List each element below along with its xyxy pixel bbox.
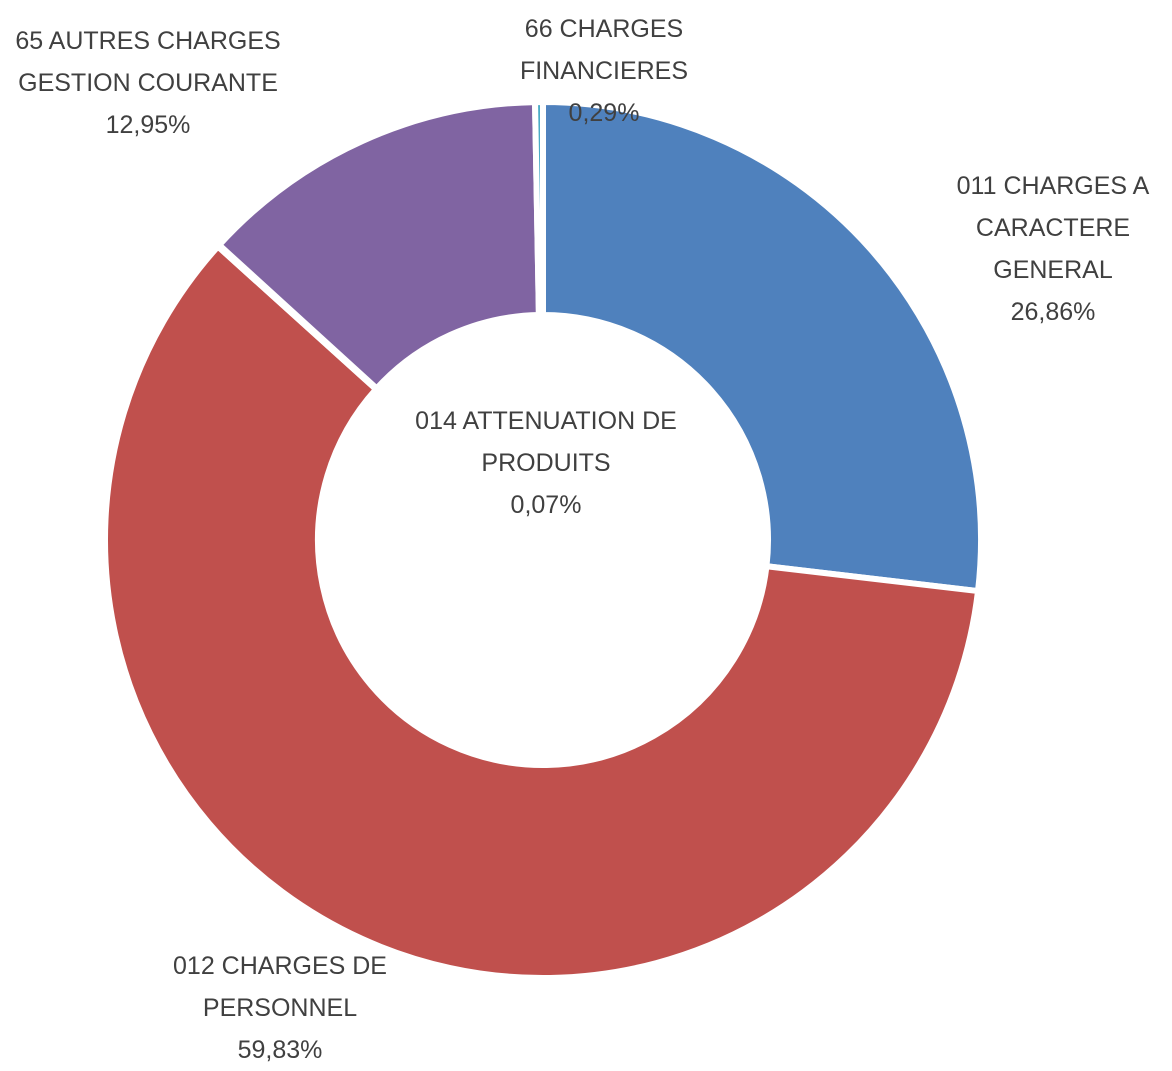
data-label: 014 ATTENUATION DE PRODUITS 0,07%: [396, 400, 696, 526]
data-label: 65 AUTRES CHARGES GESTION COURANTE 12,95%: [3, 20, 293, 146]
value-label: 0,07%: [510, 491, 582, 519]
value-label: 0,29%: [568, 99, 640, 127]
category-label: 65 AUTRES CHARGES GESTION COURANTE: [15, 27, 281, 97]
category-label: 012 CHARGES DE PERSONNEL: [173, 952, 387, 1022]
data-label: 66 CHARGES FINANCIERES 0,29%: [489, 8, 719, 134]
data-label: 011 CHARGES A CARACTERE GENERAL 26,86%: [933, 165, 1172, 333]
data-label: 012 CHARGES DE PERSONNEL 59,83%: [135, 945, 425, 1071]
category-label: 66 CHARGES FINANCIERES: [519, 15, 689, 85]
category-label: 014 ATTENUATION DE PRODUITS: [415, 407, 677, 477]
value-label: 59,83%: [237, 1036, 323, 1064]
value-label: 12,95%: [105, 111, 191, 139]
donut-slice: [540, 98, 984, 595]
donut-slice: [214, 99, 542, 393]
donut-slice: [531, 98, 546, 319]
category-label: 011 CHARGES A CARACTERE GENERAL: [956, 172, 1150, 284]
value-label: 26,86%: [1010, 298, 1096, 326]
donut-slice: [102, 242, 982, 981]
